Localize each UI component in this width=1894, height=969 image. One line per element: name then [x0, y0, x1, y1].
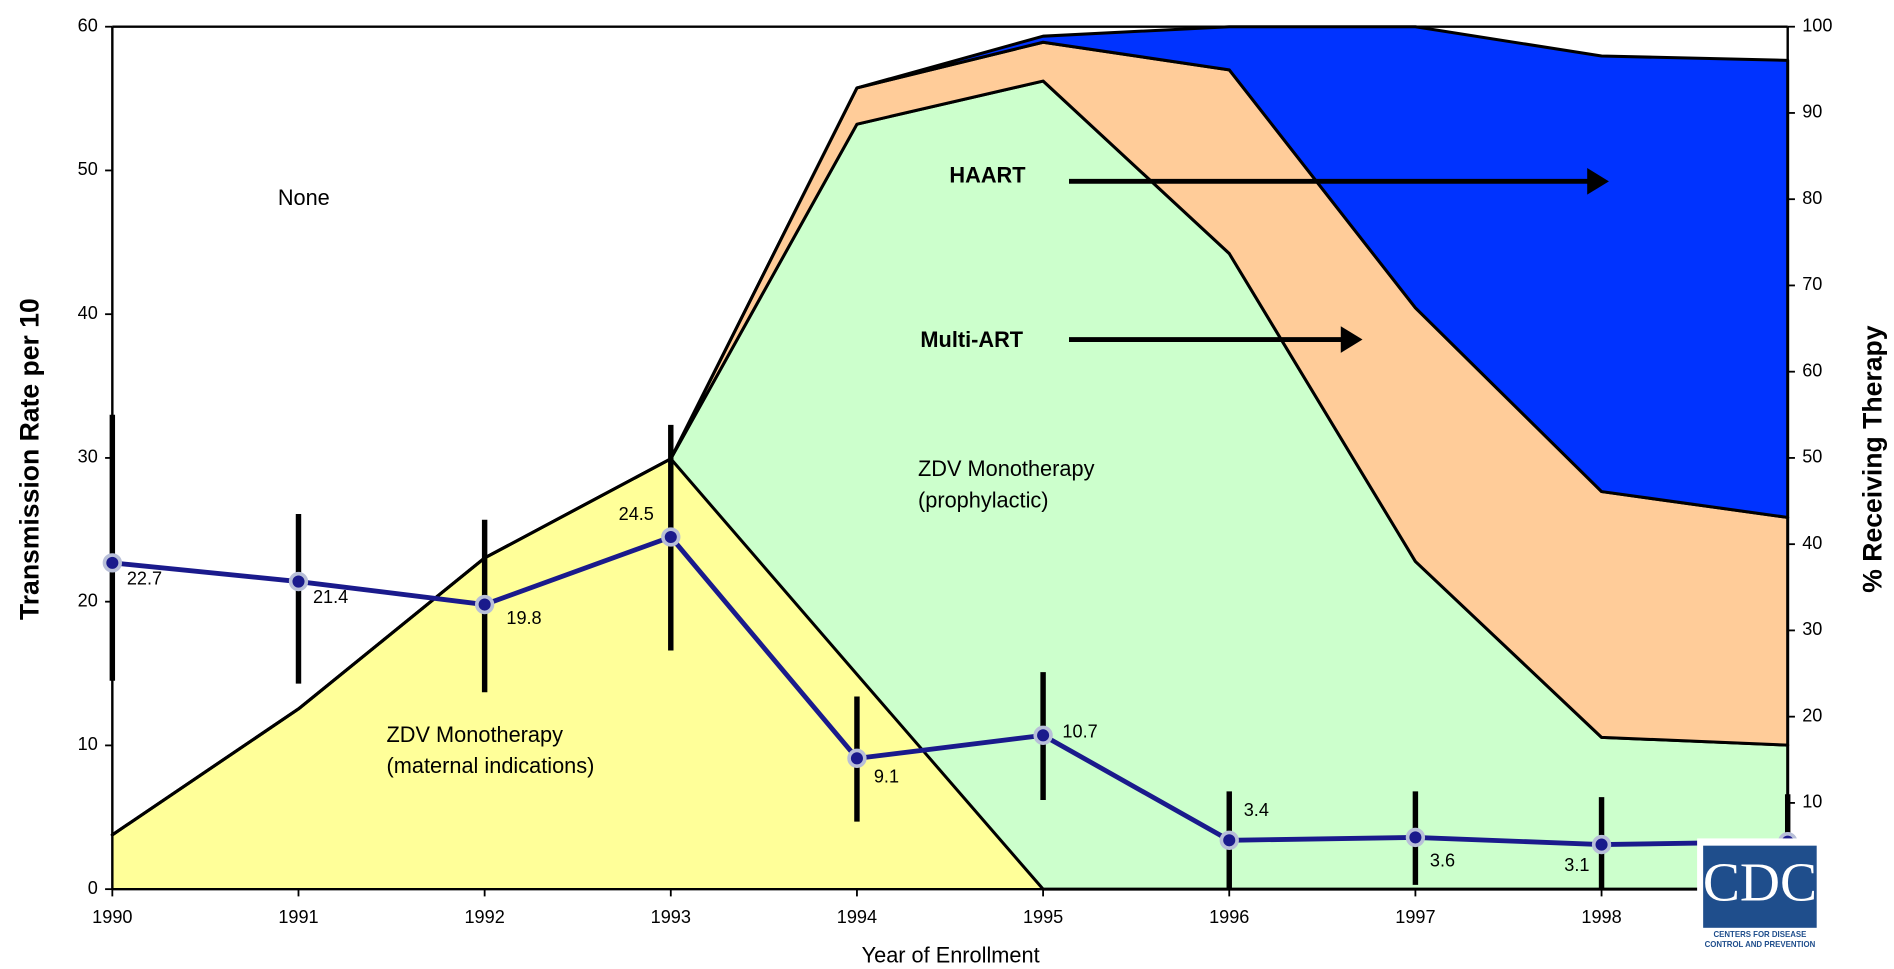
point — [1219, 830, 1239, 850]
point — [1405, 827, 1426, 848]
point — [1591, 834, 1612, 855]
area-label-box: Multi-ART — [920, 327, 1024, 352]
y-tick-label: 30 — [78, 447, 98, 467]
area-label: HAART — [949, 163, 1026, 188]
data-label: 19.8 — [506, 608, 541, 628]
line — [112, 534, 1788, 848]
y-tick-label: 10 — [78, 734, 98, 754]
area-label-box: HAART — [949, 163, 1026, 188]
x-axis-label: Year of Enrollment — [862, 943, 1040, 968]
data-label: 24.5 — [619, 504, 654, 524]
y-axis-label: Transmission Rate per 10 — [14, 298, 44, 620]
arrow-head — [1587, 168, 1609, 195]
y2-tick-label: 20 — [1802, 705, 1822, 725]
y2-tick-label: 100 — [1802, 15, 1832, 35]
area-label: Multi-ART — [920, 327, 1024, 352]
logo-caption: CENTERS FOR DISEASE — [1714, 930, 1807, 939]
x-tick-label: 1991 — [278, 907, 318, 927]
x-tick-label: 1992 — [464, 907, 504, 927]
y-tick-label: 40 — [78, 303, 98, 323]
data-label: 9.1 — [874, 766, 899, 786]
logo: CDC CENTERS FOR DISEASE CONTROL AND PREV… — [1697, 838, 1830, 957]
y2-tick-label: 60 — [1802, 360, 1822, 380]
data-label: 10.7 — [1062, 722, 1097, 742]
data-label: 3.4 — [1244, 800, 1269, 820]
x-tick-label: 1996 — [1209, 907, 1249, 927]
arrow-head — [1340, 326, 1363, 353]
y2-tick-label: 40 — [1802, 533, 1822, 553]
arrows — [1068, 168, 1609, 353]
y-tick-label: 50 — [78, 159, 98, 179]
data-label: 22.7 — [127, 569, 162, 589]
x-tick-label: 1993 — [651, 907, 691, 927]
point — [474, 594, 495, 615]
logo-box — [1703, 845, 1817, 928]
data-label: 21.4 — [313, 587, 348, 607]
y2-tick-label: 90 — [1802, 102, 1822, 122]
area-label: ZDV Monotherapy (prophylactic) — [918, 456, 1095, 513]
y-tick-label: 60 — [78, 15, 98, 35]
y2-tick-label: 10 — [1802, 792, 1822, 812]
x-tick-label: 1995 — [1023, 907, 1063, 927]
y2-tick-label: 30 — [1802, 619, 1822, 639]
point — [1033, 725, 1053, 746]
x-tick-label: 1990 — [92, 907, 132, 927]
x-tick-label: 1994 — [837, 907, 877, 927]
point — [288, 571, 309, 592]
logo-caption: CONTROL AND PREVENTION — [1705, 940, 1816, 949]
data-label: 3.6 — [1430, 850, 1455, 870]
logo-text: CDC — [1703, 852, 1817, 914]
y2-axis-label: % Receiving Therapy — [1858, 325, 1888, 592]
x-tick-label: 1998 — [1581, 907, 1621, 927]
area-label-box: ZDV Monotherapy (prophylactic) — [918, 456, 1095, 513]
y2-tick-label: 80 — [1802, 188, 1822, 208]
x-tick-label: 1997 — [1395, 907, 1435, 927]
data-label: 3.1 — [1564, 855, 1589, 875]
area-label-box: ZDV Monotherapy (maternal indications) — [386, 722, 595, 779]
annotation: None — [278, 185, 330, 210]
y-tick-label: 0 — [88, 878, 98, 898]
y2-tick-label: 50 — [1802, 447, 1822, 467]
area-label: ZDV Monotherapy (maternal indications) — [386, 722, 595, 779]
point — [847, 748, 867, 769]
y-tick-label: 20 — [78, 590, 98, 610]
point — [102, 553, 122, 573]
y2-tick-label: 70 — [1802, 274, 1822, 294]
point — [661, 527, 681, 547]
